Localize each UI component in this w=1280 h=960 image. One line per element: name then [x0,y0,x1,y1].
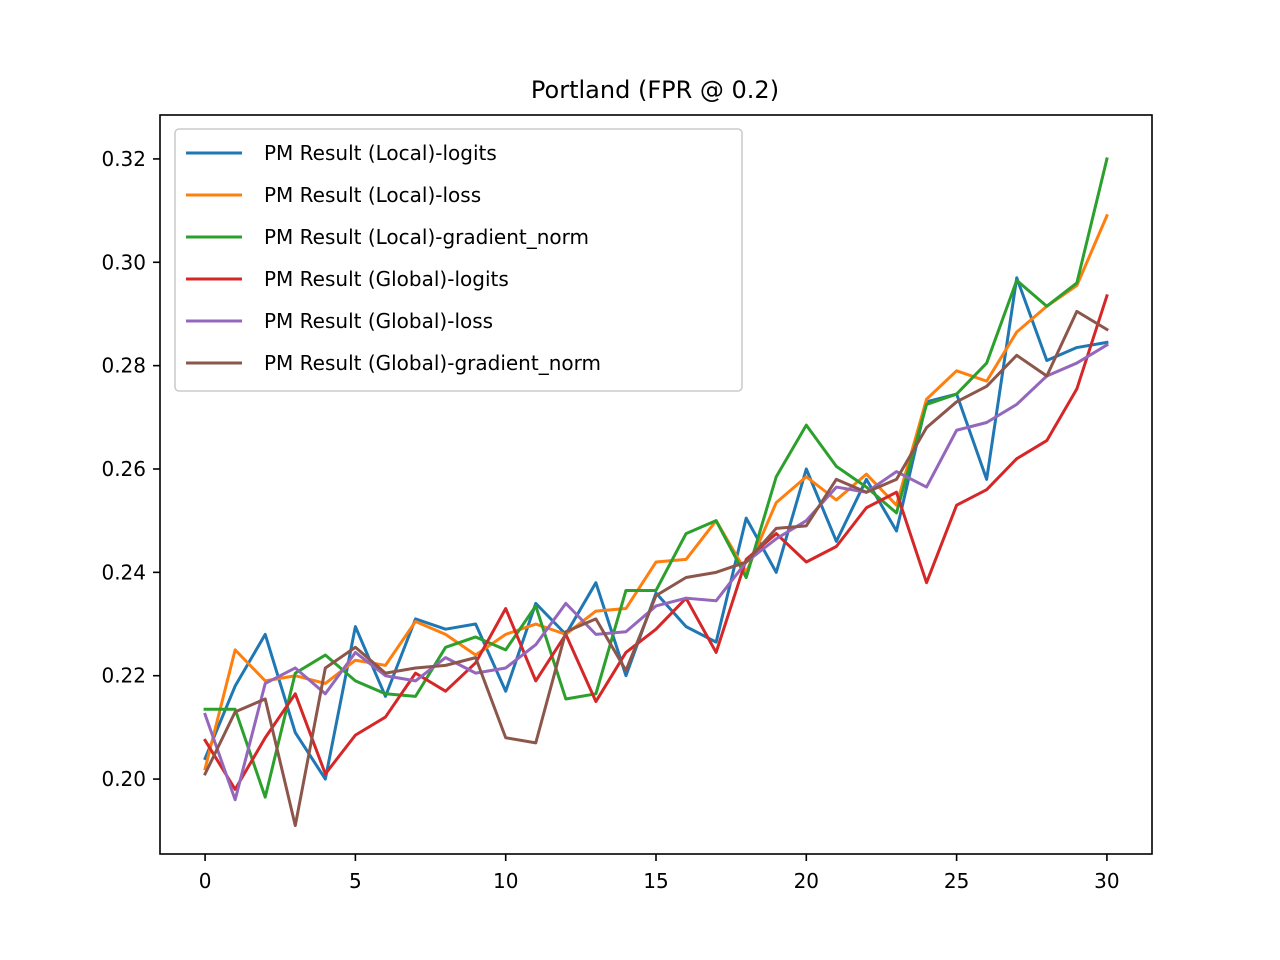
legend-entry-label: PM Result (Local)-loss [264,183,481,207]
y-tick-label: 0.30 [101,250,146,274]
x-tick-label: 10 [493,869,518,893]
y-tick-label: 0.32 [101,147,146,171]
x-axis: 0 5 10 15 20 25 30 [199,854,1120,893]
x-tick-label: 25 [944,869,969,893]
legend-entry-label: PM Result (Global)-loss [264,309,493,333]
y-tick-label: 0.22 [101,664,146,688]
legend-entry-label: PM Result (Global)-logits [264,267,509,291]
y-tick-label: 0.26 [101,457,146,481]
x-tick-label: 20 [794,869,819,893]
series-line-3 [203,157,1109,799]
y-tick-label: 0.28 [101,354,146,378]
series-line-5 [203,342,1109,802]
series-line-4 [203,293,1109,791]
y-tick-label: 0.20 [101,767,146,791]
legend-box [174,128,743,392]
x-tick-label: 5 [349,869,362,893]
series-line-6 [203,309,1109,828]
legend: PM Result (Local)-logits PM Result (Local… [174,128,743,392]
legend-entry-label: PM Result (Global)-gradient_norm [264,351,601,375]
chart-title: Portland (FPR @ 0.2) [531,76,779,104]
x-tick-label: 30 [1094,869,1119,893]
x-tick-label: 0 [199,869,212,893]
series-line-2 [203,213,1109,771]
y-axis: 0.20 0.22 0.24 0.26 0.28 0.30 0.32 [101,147,160,791]
x-tick-label: 15 [643,869,668,893]
legend-entry-label: PM Result (Local)-gradient_norm [264,225,589,249]
legend-entry-label: PM Result (Local)-logits [264,141,497,165]
series-layer [203,157,1109,828]
y-tick-label: 0.24 [101,560,146,584]
